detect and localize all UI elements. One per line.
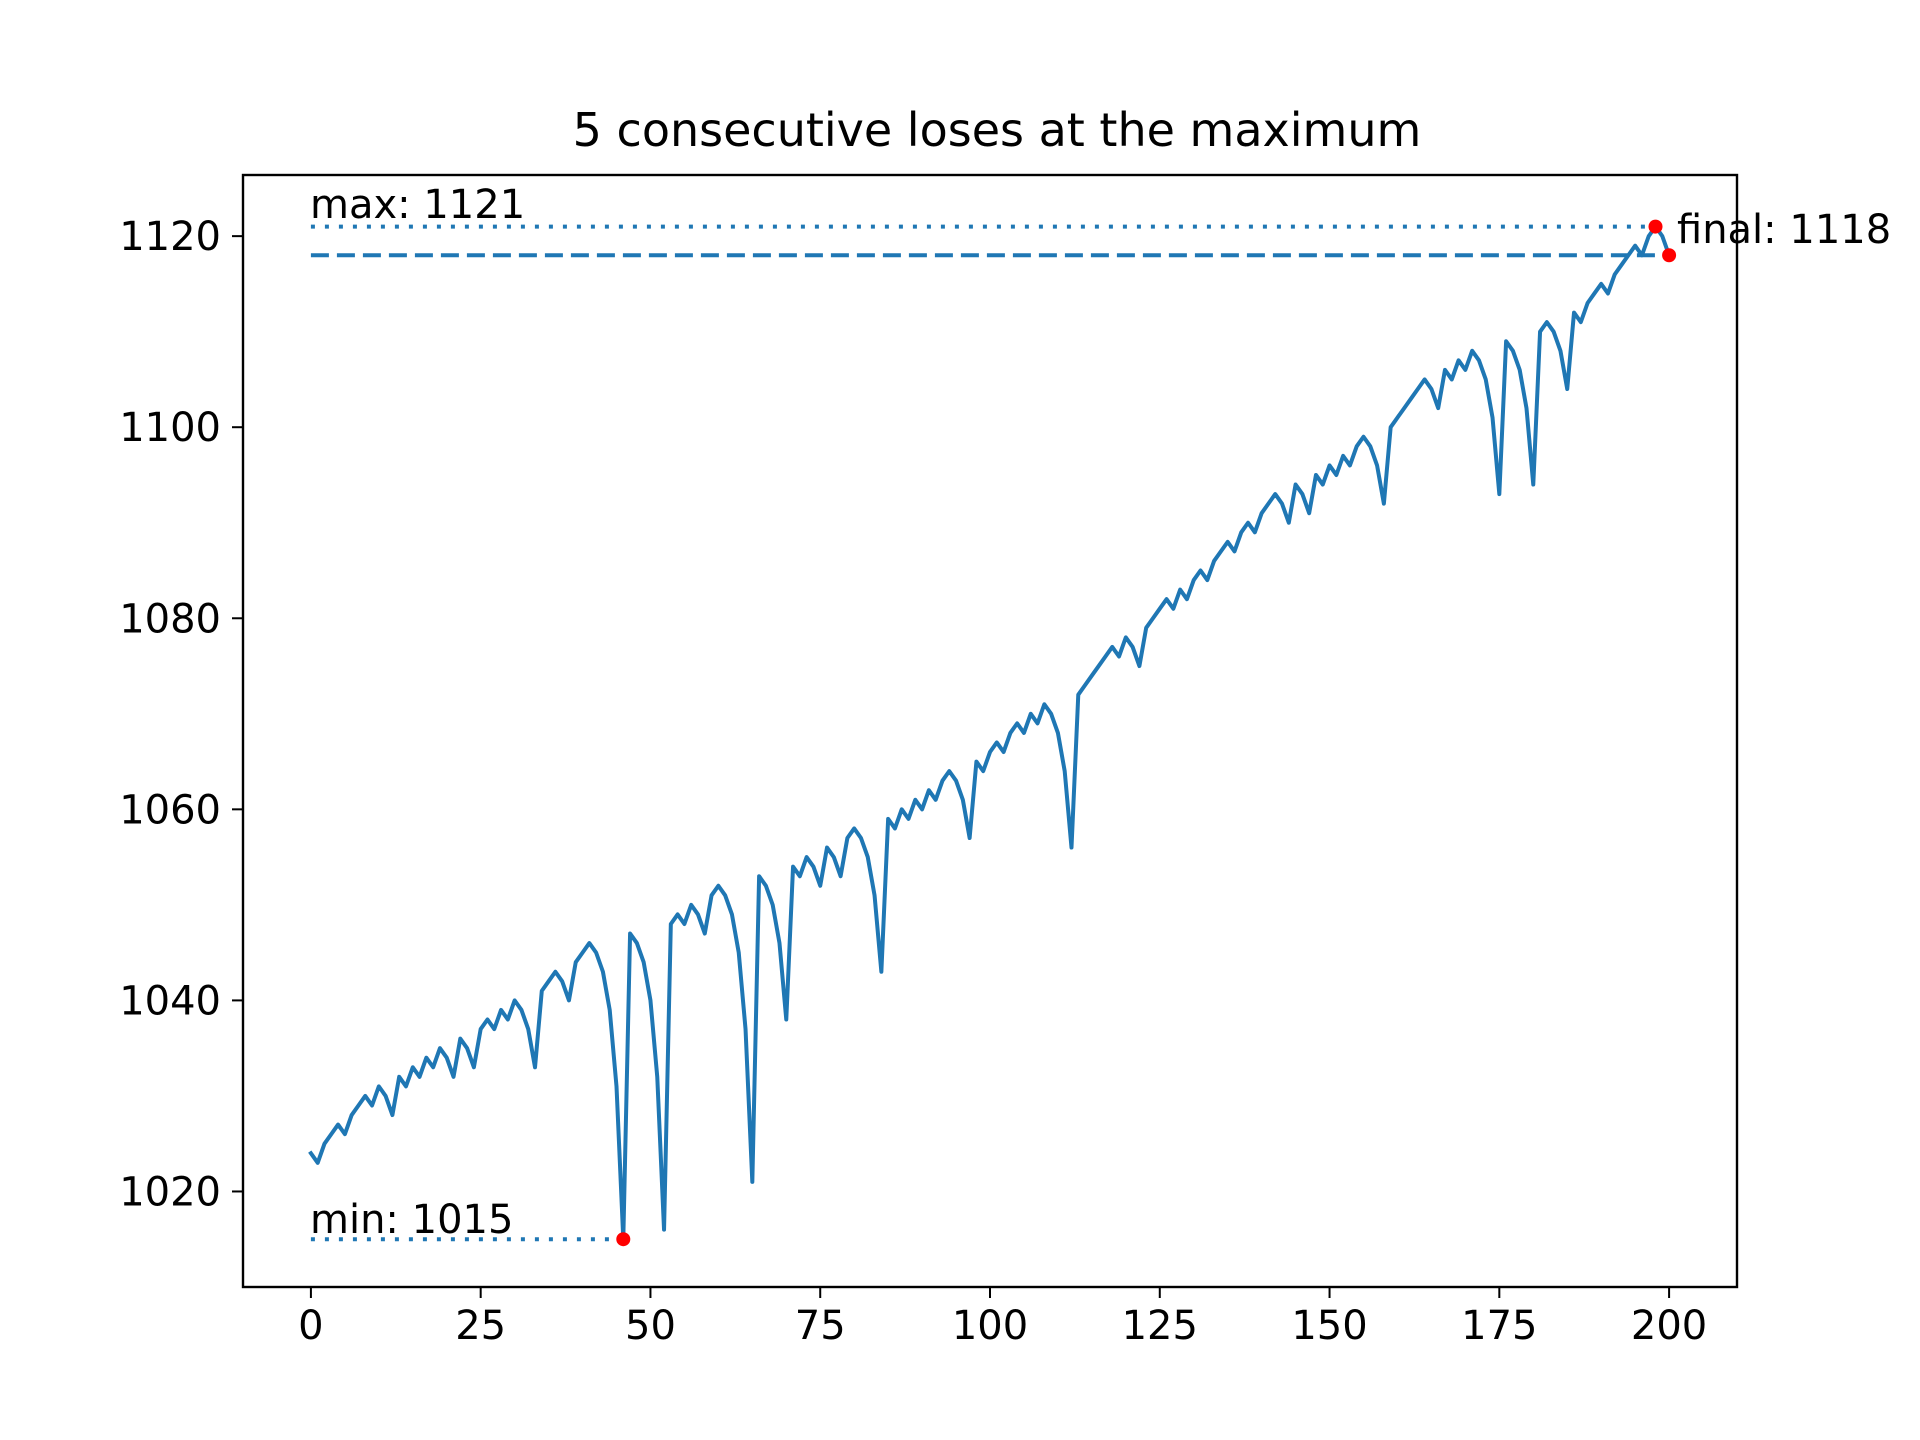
y-tick-label: 1020	[119, 1169, 221, 1215]
y-tick-label: 1060	[119, 787, 221, 833]
final-label: final: 1118	[1677, 207, 1891, 253]
y-tick-label: 1100	[119, 405, 221, 451]
marker-point-0	[1648, 219, 1663, 234]
min-label: min: 1015	[310, 1197, 513, 1243]
x-tick-label: 200	[1631, 1303, 1707, 1349]
chart-title: 5 consecutive loses at the maximum	[573, 103, 1422, 157]
y-tick-label: 1040	[119, 978, 221, 1024]
x-tick-label: 50	[625, 1303, 676, 1349]
x-tick-label: 0	[298, 1303, 323, 1349]
plot-area	[308, 219, 1677, 1247]
x-tick-label: 175	[1461, 1303, 1537, 1349]
marker-point-2	[1662, 248, 1677, 263]
x-tick-label: 75	[795, 1303, 846, 1349]
x-tick-label: 125	[1122, 1303, 1198, 1349]
series-line	[308, 224, 1672, 1242]
y-axis: 1020 1040 1060 1080 1100 1120	[119, 214, 243, 1215]
x-axis: 0 25 50 75 100 125 150 175 200	[298, 1287, 1707, 1349]
x-tick-label: 25	[455, 1303, 506, 1349]
marker-point-1	[616, 1232, 631, 1247]
y-tick-label: 1080	[119, 596, 221, 642]
y-tick-label: 1120	[119, 214, 221, 260]
axes-frame	[241, 173, 1739, 1289]
x-tick-label: 100	[952, 1303, 1028, 1349]
max-label: max: 1121	[310, 182, 525, 228]
x-tick-label: 150	[1291, 1303, 1367, 1349]
